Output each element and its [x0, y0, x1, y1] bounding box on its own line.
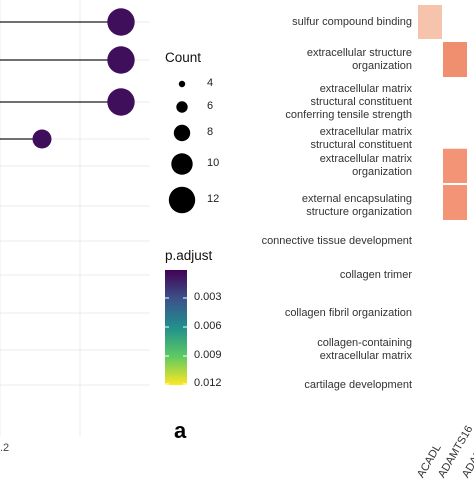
color-legend-title: p.adjust — [165, 248, 213, 263]
term-label-line: structural constituent — [310, 139, 413, 151]
term-label: extracellular structure organization — [307, 47, 412, 73]
term-label: extracellular matrix structural constitue… — [311, 126, 413, 152]
term-label-line: extracellular structure — [306, 47, 412, 59]
term-label-line: extracellular matrix — [319, 350, 412, 362]
size-legend-label: 12 — [207, 193, 220, 205]
heatmap-cell — [443, 42, 467, 77]
term-label: cartilage development — [304, 379, 412, 392]
size-legend-dot — [168, 186, 196, 214]
term-label: collagen-containing extracellular matrix — [317, 337, 412, 363]
lollipop-point — [32, 129, 52, 149]
term-label: external encapsulating structure organiza… — [302, 193, 412, 219]
lollipop-point — [107, 88, 135, 116]
term-label: collagen trimer — [340, 269, 412, 282]
term-label-line: cartilage development — [304, 378, 412, 391]
term-label-line: conferring tensile strength — [285, 108, 412, 121]
size-legend — [168, 80, 196, 214]
term-label: collagen fibril organization — [285, 307, 412, 320]
term-label-line: extracellular matrix — [319, 126, 412, 138]
heatmap-cell — [443, 185, 467, 220]
color-bar-ticks — [165, 297, 187, 385]
heatmap — [418, 5, 474, 220]
size-legend-title: Count — [165, 50, 202, 65]
term-label-line: sulfur compound binding — [292, 15, 412, 28]
term-label-line: extracellular matrix — [319, 153, 412, 165]
term-label-line: structure organization — [306, 206, 412, 218]
size-legend-label: 4 — [207, 77, 214, 89]
panel-letter: a — [174, 418, 187, 443]
heatmap-cell — [443, 148, 467, 183]
lollipop-point — [107, 46, 135, 74]
term-label: extracellular matrix structural constitue… — [285, 83, 412, 122]
color-legend-label: 0.012 — [194, 377, 222, 389]
term-label: sulfur compound binding — [292, 16, 412, 29]
term-label: connective tissue development — [262, 235, 412, 248]
size-legend-label: 8 — [207, 126, 214, 138]
color-legend-label: 0.009 — [194, 349, 222, 361]
heatmap-cell — [418, 5, 442, 39]
size-legend-dot — [176, 101, 188, 113]
term-label-line: organization — [352, 166, 412, 178]
size-legend-dot — [173, 124, 191, 142]
color-legend-label: 0.006 — [194, 320, 222, 332]
color-legend-label: 0.003 — [194, 291, 222, 303]
lollipops — [0, 8, 135, 149]
term-label-line: collagen fibril organization — [284, 306, 412, 319]
term-label-line: collagen-containing — [317, 337, 412, 349]
term-label-line: collagen trimer — [339, 268, 412, 281]
color-bar — [165, 270, 187, 385]
term-label-line: external encapsulating — [301, 193, 412, 205]
term-label-line: structural constituent — [310, 95, 413, 108]
term-label-line: connective tissue development — [261, 234, 412, 247]
term-label: extracellular matrix organization — [320, 153, 412, 179]
lollipop-point — [107, 8, 135, 36]
term-label-line: extracellular matrix — [319, 82, 412, 95]
term-label-line: organization — [352, 60, 412, 72]
size-legend-dot — [178, 80, 186, 88]
x-tick-label: .2 — [0, 442, 10, 454]
size-legend-label: 10 — [207, 157, 220, 169]
size-legend-dot — [171, 153, 193, 175]
size-legend-label: 6 — [207, 100, 214, 112]
